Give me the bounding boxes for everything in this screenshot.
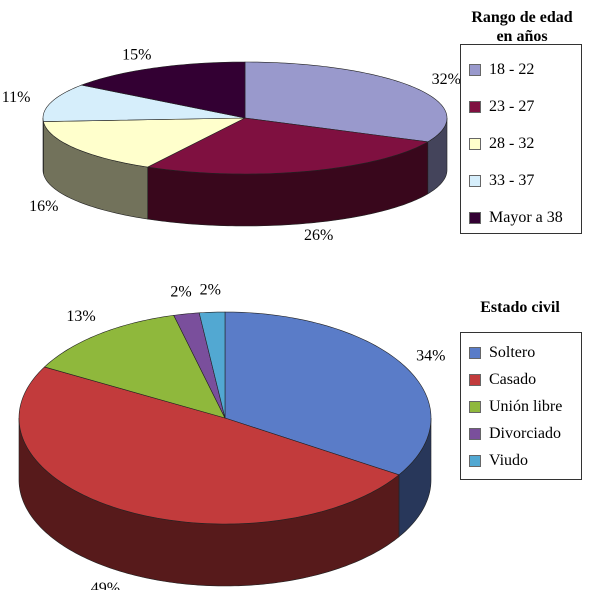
slice: [18, 366, 400, 525]
legend-swatch: [469, 346, 481, 359]
percent-label: 32%: [432, 71, 461, 88]
slice: [173, 312, 226, 419]
legend-item: 28 - 32: [469, 125, 581, 162]
percent-label: 2%: [200, 282, 221, 299]
legend-item: 23 - 27: [469, 88, 581, 125]
legend-item: Mayor a 38: [469, 199, 581, 236]
percent-label: 11%: [2, 89, 31, 106]
legend-label: Divorciado: [489, 424, 561, 442]
legend-label: Viudo: [489, 451, 529, 469]
percent-label: 26%: [304, 227, 333, 244]
slice: [43, 117, 246, 168]
legend-label: 33 - 37: [489, 171, 535, 189]
slice: [244, 61, 448, 143]
legend-swatch: [469, 427, 481, 440]
legend-swatch: [469, 400, 481, 413]
legend-item: Viudo: [469, 447, 581, 474]
percent-label: 49%: [91, 580, 120, 590]
legend-item: Casado: [469, 366, 581, 393]
legend-label: Mayor a 38: [489, 208, 563, 226]
legend-swatch: [469, 211, 481, 224]
percent-label: 16%: [29, 198, 58, 215]
legend-swatch: [469, 63, 481, 76]
percent-label: 2%: [170, 284, 191, 301]
legend-item: 33 - 37: [469, 162, 581, 199]
legend-label: Unión libre: [489, 397, 563, 415]
legend-label: 28 - 32: [489, 134, 535, 152]
legend: 18 - 22 23 - 27 28 - 32 33 - 37 Mayor a 38: [460, 44, 582, 234]
legend-swatch: [469, 373, 481, 386]
legend: Soltero Casado Unión libre Divorciado Viudo: [460, 332, 582, 480]
slice: [80, 61, 246, 119]
legend-swatch: [469, 454, 481, 467]
legend-label: Casado: [489, 370, 537, 388]
legend-title: Rango de edad en años: [471, 9, 573, 45]
slice: [42, 84, 246, 122]
legend-label: 23 - 27: [489, 97, 535, 115]
legend-swatch: [469, 100, 481, 113]
slice: [198, 311, 226, 419]
legend-item: Soltero: [469, 339, 581, 366]
legend-label: Soltero: [489, 343, 536, 361]
legend-item: Divorciado: [469, 420, 581, 447]
legend-label: 18 - 22: [489, 60, 535, 78]
legend-swatch: [469, 174, 481, 187]
legend-title: Estado civil: [480, 299, 560, 316]
percent-label: 34%: [416, 347, 445, 364]
legend-swatch: [469, 137, 481, 150]
slice: [43, 315, 226, 419]
legend-item: Unión libre: [469, 393, 581, 420]
legend-item: 18 - 22: [469, 51, 581, 88]
percent-label: 13%: [66, 308, 95, 325]
slice: [224, 311, 432, 476]
percent-label: 15%: [122, 46, 151, 63]
